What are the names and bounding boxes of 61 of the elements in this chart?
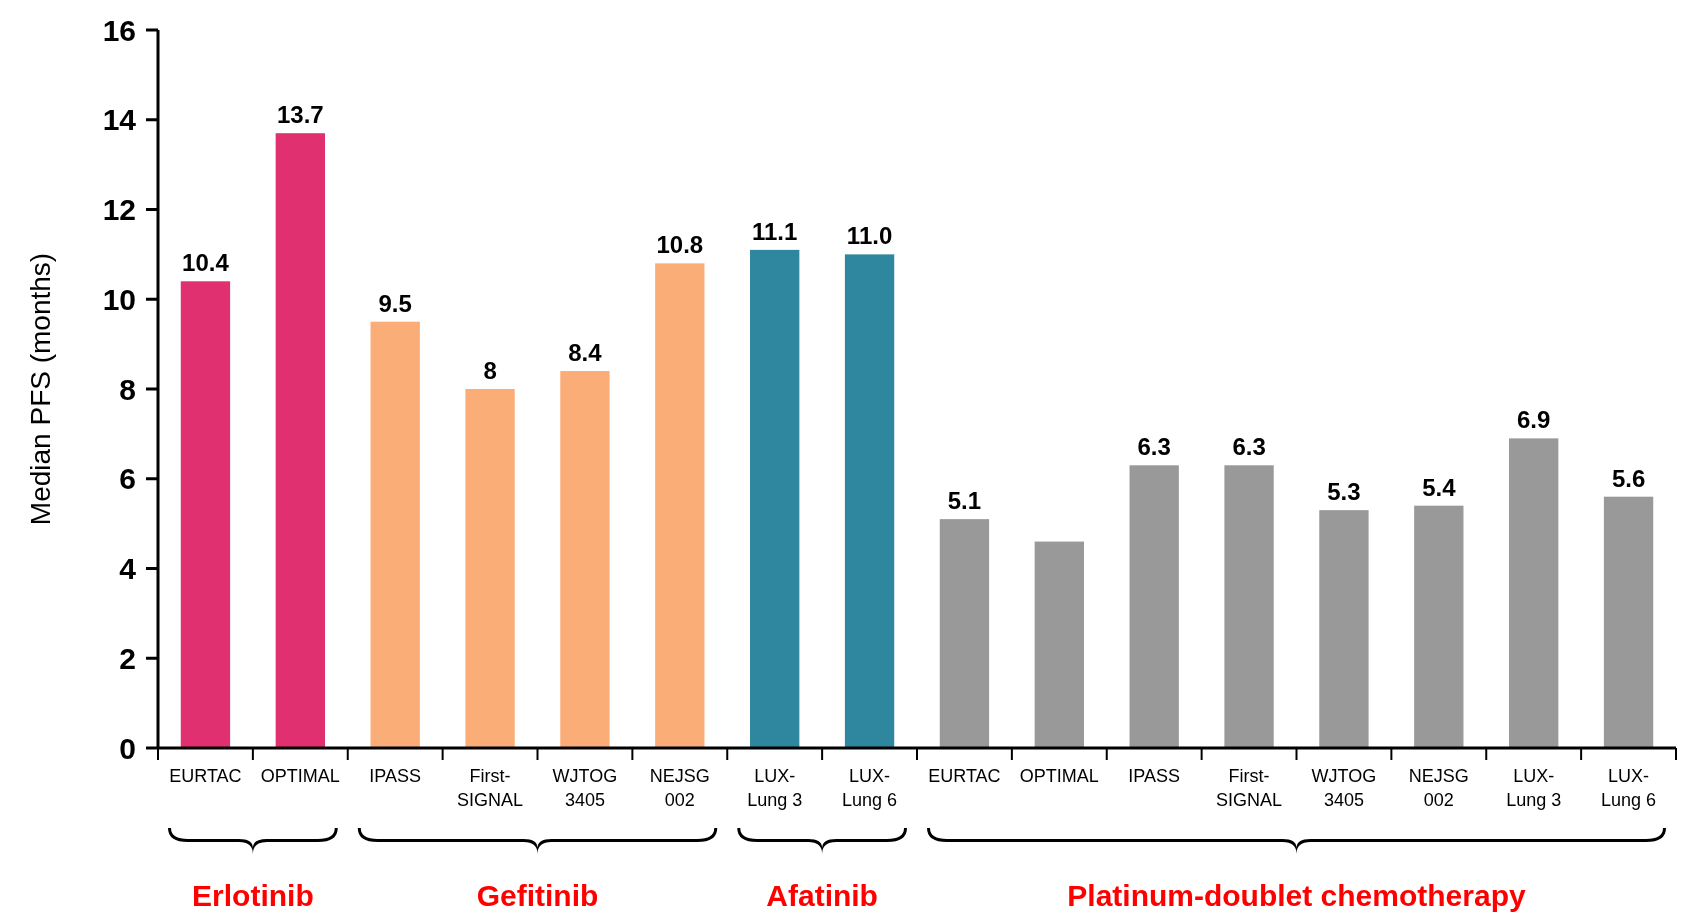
y-tick-label: 14 (102, 103, 137, 137)
data-label: 11.1 (751, 217, 798, 245)
x-tick-label: OPTIMAL (1019, 766, 1099, 786)
x-tick-label: WJTOG 3405 (552, 766, 618, 810)
y-tick-label: 8 (119, 372, 136, 406)
x-tick-label: EURTAC (169, 766, 242, 786)
data-label: 8 (483, 357, 497, 384)
data-label: 6.3 (1137, 433, 1171, 461)
x-tick-label: IPASS (1128, 766, 1181, 786)
x-tick-label: WJTOG 3405 (1311, 766, 1377, 810)
bar (180, 281, 231, 748)
y-tick-label: 2 (119, 641, 136, 675)
bar (1603, 496, 1654, 748)
y-tick-label: 16 (102, 13, 136, 47)
x-tick-label: LUX-Lung 3 (1506, 766, 1562, 810)
bar (1509, 438, 1559, 748)
bar (844, 254, 895, 748)
text: Afatinib (766, 879, 878, 912)
bar (465, 389, 515, 748)
data-label: 5.3 (1327, 478, 1361, 506)
data-label: 9.5 (378, 289, 412, 317)
x-tick-label: LUX-Lung 6 (1601, 766, 1657, 810)
y-axis-title: Median PFS (months) (25, 252, 56, 526)
bar (275, 133, 325, 748)
data-label: 10.4 (182, 249, 230, 277)
data-label: 8.4 (568, 339, 603, 367)
data-label: 10.8 (656, 231, 704, 259)
data-label: 6.3 (1232, 433, 1266, 461)
bar (750, 249, 800, 748)
bar (939, 519, 990, 748)
y-tick-label: 12 (102, 193, 136, 226)
data-label: 13.7 (276, 101, 324, 129)
bar (1319, 510, 1369, 748)
data-label: 5.4 (1422, 473, 1457, 501)
bar (560, 371, 610, 748)
x-tick-label: EURTAC (928, 766, 1001, 786)
data-label: 5.6 (1611, 464, 1646, 492)
y-tick-label: 6 (119, 462, 136, 496)
x-tick-label: LUX-Lung 6 (842, 766, 898, 810)
data-label: 11.0 (846, 222, 893, 250)
text: Platinum-doublet chemotherapy (1067, 879, 1526, 912)
x-tick-label: NEJSG 002 (649, 766, 710, 810)
text: Erlotinib (192, 879, 314, 912)
x-tick-label: OPTIMAL (260, 766, 340, 786)
bar (655, 263, 705, 748)
x-tick-label: First-SIGNAL (1216, 766, 1283, 810)
y-tick-label: 10 (102, 282, 136, 316)
bar (1034, 541, 1084, 748)
bar (370, 321, 420, 748)
x-tick-label: IPASS (369, 766, 422, 786)
data-label: 5.1 (947, 487, 982, 515)
x-tick-label: LUX-Lung 3 (747, 766, 803, 810)
y-tick-label: 0 (119, 731, 136, 765)
bar (1129, 465, 1179, 748)
text: Gefitinib (476, 879, 599, 912)
x-tick-label: NEJSG 002 (1408, 766, 1469, 810)
bar (1224, 465, 1274, 748)
x-tick-label: First-SIGNAL (457, 766, 524, 810)
bar (1414, 505, 1464, 748)
data-label: 6.9 (1517, 406, 1551, 434)
y-tick-label: 4 (119, 552, 137, 585)
